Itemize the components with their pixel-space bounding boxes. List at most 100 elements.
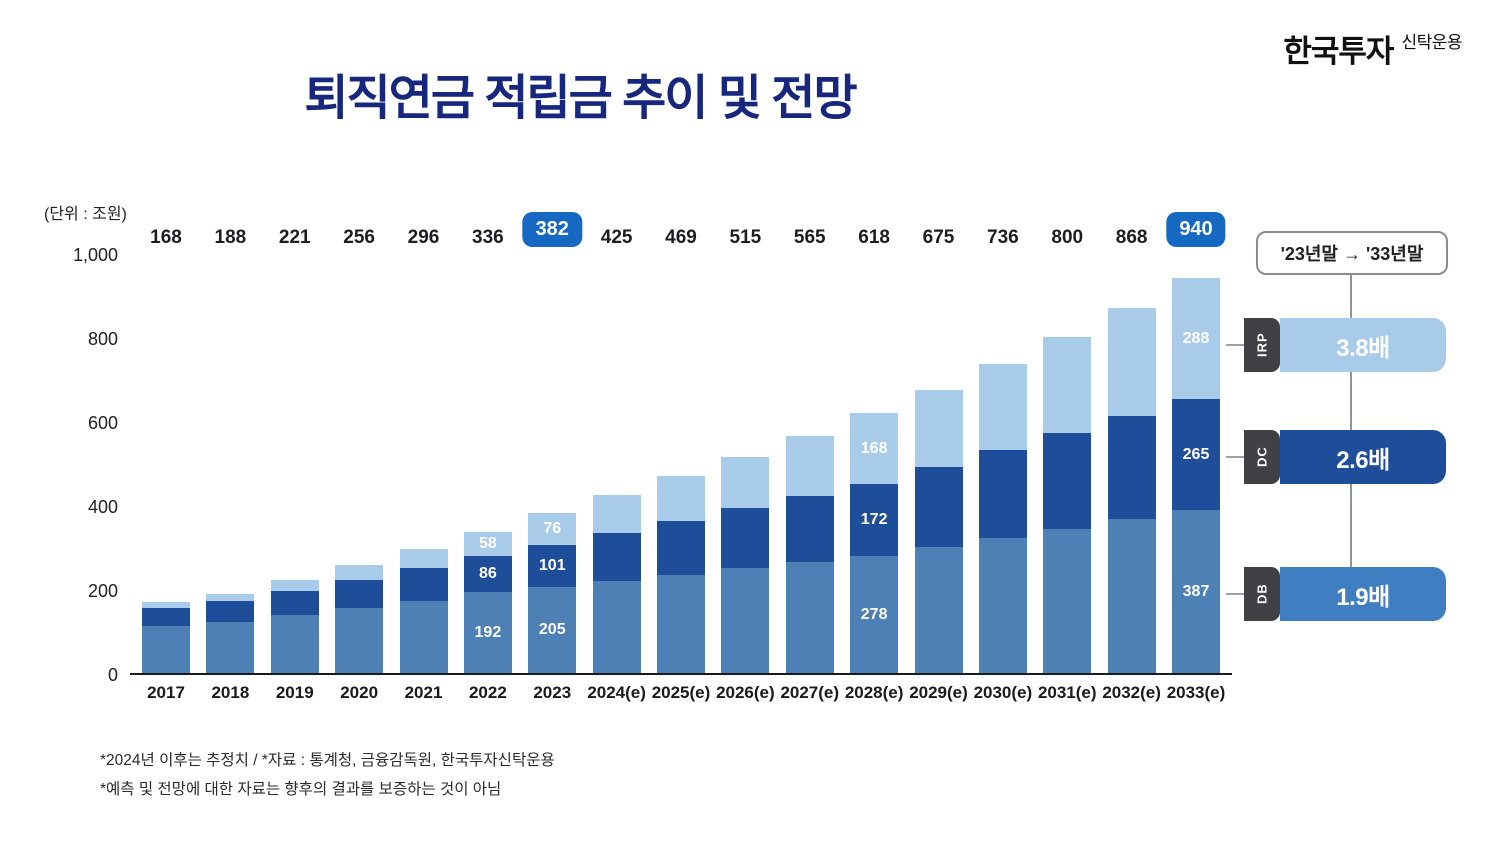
bar-segment-db: 205 — [528, 587, 577, 673]
total-value-label: 868 — [1115, 227, 1148, 248]
x-axis-label: 2026(e) — [716, 683, 775, 702]
x-axis-label: 2018 — [211, 683, 250, 702]
bar-column: 278 172 168 618 2028(e) — [845, 227, 904, 702]
bar-column: 565 2027(e) — [780, 227, 839, 702]
bar-segment-db: 387 — [1172, 510, 1220, 673]
logo: 한국투자 신탁운용 — [1283, 26, 1462, 71]
total-value-label: 469 — [665, 227, 697, 248]
logo-sub-text: 신탁운용 — [1401, 33, 1462, 52]
unit-label: (단위 : 조원) — [44, 206, 127, 223]
comparison-header: '23년말 → '33년말 — [1256, 231, 1448, 275]
bar-segment-db — [785, 562, 834, 673]
total-value-label: 221 — [278, 227, 311, 248]
bar-segment-dc — [270, 591, 319, 615]
bar-stack: 387 265 288 — [1172, 278, 1220, 673]
bar-segment-dc: 265 — [1172, 399, 1220, 510]
bar-column: 205 101 76 382 2023 — [522, 212, 582, 702]
x-axis-label: 2024(e) — [587, 683, 646, 702]
bar-segment-irp: 58 — [463, 532, 512, 556]
bar-segment-irp — [1107, 308, 1156, 416]
bar-segment-irp — [914, 390, 963, 467]
x-axis-label: 2020 — [340, 683, 379, 702]
connector-line-db — [1226, 593, 1246, 595]
bar-stack — [721, 457, 770, 673]
plot-area: 168 2017 188 2018 221 2019 256 2020 296 2021 192 86… — [130, 212, 1232, 702]
comparison-row-irp: IRP 3.8배 — [1244, 318, 1446, 372]
bar-segment-dc — [335, 580, 384, 608]
y-axis-tick: 0 — [107, 665, 118, 685]
bar-segment-db — [1107, 519, 1156, 673]
x-axis-label: 2030(e) — [973, 683, 1033, 702]
bar-segment-irp — [1043, 337, 1092, 433]
total-value-label: 425 — [600, 227, 633, 248]
bar-column: 868 2032(e) — [1102, 227, 1161, 702]
y-axis-tick: 1,000 — [72, 245, 118, 265]
bar-stack — [206, 594, 255, 673]
bar-segment-dc — [1043, 433, 1092, 529]
bar-column: 188 2018 — [206, 227, 255, 702]
total-value-label: 336 — [472, 227, 504, 248]
bar-segment-irp — [978, 364, 1027, 450]
bar-stack — [335, 565, 384, 673]
bar-stack — [142, 602, 190, 673]
bar-segment-dc — [978, 450, 1027, 538]
y-axis-tick: 800 — [87, 329, 118, 349]
y-axis: 0 200 400 600 800 1,000 — [44, 245, 118, 685]
bar-segment-dc — [721, 508, 770, 568]
bar-segment-db — [335, 608, 384, 673]
total-value-badge: 940 — [1166, 212, 1226, 247]
bar-segment-irp — [270, 580, 319, 591]
bar-segment-db — [142, 626, 190, 673]
bar-segment-db — [914, 547, 963, 673]
total-value-label: 296 — [407, 227, 440, 248]
total-value-label: 168 — [150, 227, 182, 248]
bar-column: 168 2017 — [142, 227, 190, 702]
comparison-value-db: 1.9배 — [1280, 567, 1446, 621]
x-axis-label: 2033(e) — [1166, 683, 1226, 702]
bar-segment-dc: 101 — [528, 545, 577, 587]
connector-line-dc — [1226, 456, 1246, 458]
bar-segment-irp: 288 — [1172, 278, 1220, 399]
bar-column: 675 2029(e) — [909, 227, 968, 702]
bar-segment-dc — [1107, 416, 1156, 519]
y-axis-tick: 200 — [87, 581, 118, 601]
bar-segment-dc — [785, 496, 834, 562]
bar-stack — [592, 495, 641, 673]
bar-column: 256 2020 — [335, 227, 384, 702]
bar-segment-irp: 168 — [850, 413, 899, 484]
comparison-value-dc: 2.6배 — [1280, 430, 1446, 484]
bar-column: 296 2021 — [399, 227, 448, 702]
x-axis-label: 2031(e) — [1037, 683, 1097, 702]
bar-stack — [1107, 308, 1156, 673]
bar-stack: 205 101 76 — [528, 513, 577, 673]
total-value-label: 188 — [214, 227, 247, 248]
bar-column: 800 2031(e) — [1038, 227, 1097, 702]
x-axis-label: 2027(e) — [780, 683, 840, 702]
comparison-row-db: DB 1.9배 — [1244, 567, 1446, 621]
total-value-label: 515 — [729, 227, 762, 248]
bar-stack: 278 172 168 — [850, 413, 899, 673]
bar-segment-irp — [721, 457, 770, 508]
x-axis-label: 2021 — [404, 683, 443, 702]
total-value-label: 736 — [987, 227, 1019, 248]
bar-segment-irp — [206, 594, 255, 601]
total-value-badge: 382 — [522, 212, 582, 247]
bar-segment-dc: 86 — [463, 556, 512, 592]
bar-segment-db — [1043, 529, 1092, 673]
connector-line-irp — [1226, 344, 1246, 346]
bar-segment-irp — [335, 565, 384, 580]
x-axis-label: 2022 — [468, 683, 507, 702]
bar-stack — [978, 364, 1027, 673]
bar-stack — [399, 549, 448, 673]
bar-column: 515 2026(e) — [716, 227, 775, 702]
bar-segment-db — [206, 622, 255, 673]
comparison-value-irp: 3.8배 — [1280, 318, 1446, 372]
logo-main-text: 한국투자 — [1283, 34, 1394, 69]
x-axis-label: 2023 — [533, 683, 572, 702]
bar-segment-dc — [657, 521, 705, 575]
x-axis-label: 2025(e) — [651, 683, 711, 702]
x-axis-label: 2017 — [147, 683, 185, 702]
footnote-line-1: *2024년 이후는 추정치 / *자료 : 통계청, 금융감독원, 한국투자신… — [100, 752, 555, 769]
bar-segment-dc: 172 — [850, 484, 899, 556]
